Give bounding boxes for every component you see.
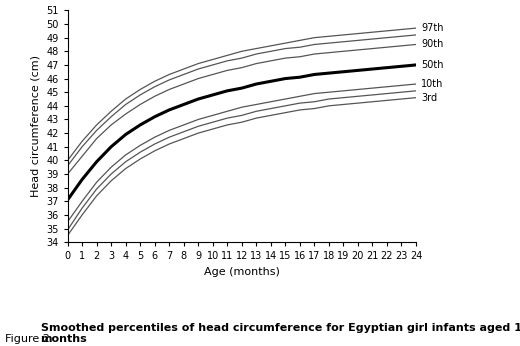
Text: Figure 2: Figure 2 — [5, 334, 54, 344]
Text: 90th: 90th — [421, 39, 444, 49]
Text: 10th: 10th — [421, 79, 444, 89]
Text: 97th: 97th — [421, 23, 444, 33]
X-axis label: Age (months): Age (months) — [204, 267, 280, 277]
Text: 3rd: 3rd — [421, 93, 437, 103]
Text: 50th: 50th — [421, 60, 444, 70]
Y-axis label: Head circumference (cm): Head circumference (cm) — [31, 55, 41, 197]
Text: Smoothed percentiles of head circumference for Egyptian girl infants aged 1 to 2: Smoothed percentiles of head circumferen… — [41, 323, 520, 344]
